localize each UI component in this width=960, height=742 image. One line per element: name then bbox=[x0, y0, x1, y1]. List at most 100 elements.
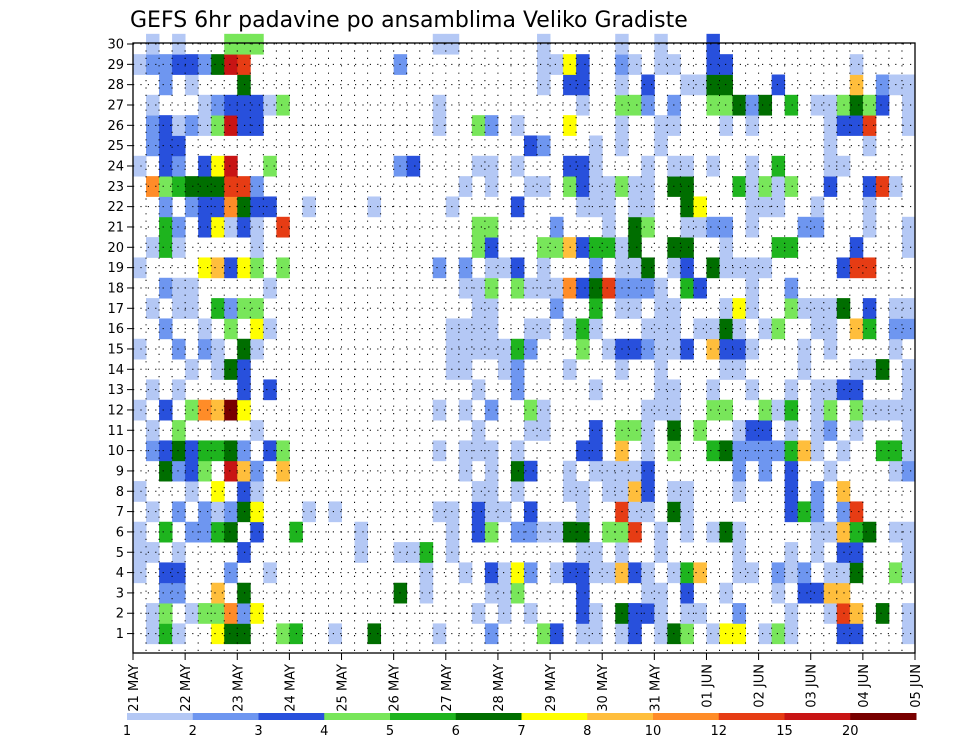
x-tick-label: 03 JUN bbox=[805, 664, 820, 708]
heatmap-cell bbox=[302, 501, 316, 523]
heatmap-cell bbox=[784, 460, 799, 482]
colorbar-segment bbox=[127, 713, 194, 720]
colorbar-label: 1 bbox=[123, 724, 131, 739]
heatmap-cell bbox=[237, 623, 251, 645]
y-tick-label: 14 bbox=[107, 363, 124, 378]
heatmap-cell bbox=[185, 521, 199, 543]
heatmap-cell bbox=[211, 196, 225, 218]
y-tick-label: 3 bbox=[116, 586, 124, 601]
heatmap-cell bbox=[862, 298, 877, 319]
heatmap-cell bbox=[862, 135, 877, 157]
heatmap-cell bbox=[706, 33, 720, 55]
heatmap-cell bbox=[510, 582, 525, 604]
heatmap-cell bbox=[458, 440, 473, 462]
heatmap-cell bbox=[537, 176, 551, 197]
heatmap-cell bbox=[576, 74, 590, 96]
heatmap-cell bbox=[198, 94, 212, 116]
heatmap-cell bbox=[810, 440, 825, 462]
heatmap-cell bbox=[224, 501, 238, 523]
heatmap-cell bbox=[875, 603, 890, 624]
heatmap-cell bbox=[680, 155, 694, 177]
heatmap-cell bbox=[745, 562, 759, 584]
heatmap-cell bbox=[745, 176, 759, 197]
heatmap-cell bbox=[810, 399, 825, 421]
heatmap-cell bbox=[185, 277, 199, 299]
heatmap-cell bbox=[901, 603, 916, 624]
heatmap-cell bbox=[524, 603, 538, 624]
heatmap-cell bbox=[602, 196, 616, 218]
y-tick-label: 11 bbox=[107, 424, 124, 439]
heatmap-cell bbox=[198, 399, 212, 421]
heatmap-cell bbox=[745, 420, 759, 441]
heatmap-cell bbox=[146, 54, 160, 75]
heatmap-cell bbox=[771, 155, 786, 177]
heatmap-cell bbox=[537, 420, 551, 441]
heatmap-cell bbox=[602, 277, 616, 299]
heatmap-cell bbox=[419, 562, 434, 584]
heatmap-cell bbox=[159, 216, 173, 238]
heatmap-cell bbox=[719, 359, 733, 380]
heatmap-cell bbox=[211, 440, 225, 462]
heatmap-cell bbox=[719, 216, 733, 238]
heatmap-cell bbox=[172, 115, 186, 136]
heatmap-cell bbox=[510, 155, 525, 177]
heatmap-cell bbox=[719, 94, 733, 116]
heatmap-cell bbox=[133, 562, 147, 584]
heatmap-cell bbox=[732, 359, 746, 380]
heatmap-cell bbox=[172, 237, 186, 258]
heatmap-cell bbox=[589, 623, 603, 645]
heatmap-cell bbox=[589, 298, 603, 319]
y-tick-label: 28 bbox=[107, 78, 124, 93]
heatmap-cell bbox=[771, 237, 786, 258]
heatmap-cell bbox=[537, 521, 551, 543]
heatmap-cell bbox=[680, 623, 694, 645]
heatmap-cell bbox=[654, 298, 668, 319]
heatmap-cell bbox=[849, 94, 864, 116]
heatmap-cell bbox=[484, 562, 499, 584]
heatmap-cell bbox=[576, 94, 590, 116]
x-tick-label: 23 MAY bbox=[231, 664, 246, 712]
heatmap-cell bbox=[172, 582, 186, 604]
heatmap-cell bbox=[237, 33, 251, 55]
heatmap-cell bbox=[576, 562, 590, 584]
heatmap-cell bbox=[484, 155, 499, 177]
heatmap-cell bbox=[510, 257, 525, 279]
heatmap-cell bbox=[732, 420, 746, 441]
heatmap-cell bbox=[628, 481, 642, 502]
heatmap-cell bbox=[484, 440, 499, 462]
heatmap-cell bbox=[510, 481, 525, 502]
heatmap-cell bbox=[680, 237, 694, 258]
heatmap-cell bbox=[510, 460, 525, 482]
heatmap-cell bbox=[172, 216, 186, 238]
heatmap-cell bbox=[745, 298, 759, 319]
heatmap-cell bbox=[719, 521, 733, 543]
heatmap-cell bbox=[654, 379, 668, 401]
heatmap-cell bbox=[237, 115, 251, 136]
heatmap-cell bbox=[445, 521, 460, 543]
x-tick-label: 26 MAY bbox=[388, 664, 403, 712]
heatmap-cell bbox=[276, 440, 290, 462]
heatmap-cell bbox=[198, 440, 212, 462]
heatmap-cell bbox=[641, 74, 655, 96]
heatmap-cell bbox=[628, 196, 642, 218]
heatmap-cell bbox=[250, 420, 264, 441]
heatmap-cell bbox=[458, 338, 473, 360]
heatmap-cell bbox=[758, 623, 773, 645]
heatmap-cell bbox=[198, 155, 212, 177]
heatmap-cell bbox=[849, 115, 864, 136]
heatmap-cell bbox=[237, 54, 251, 75]
heatmap-cell bbox=[849, 562, 864, 584]
heatmap-cell bbox=[758, 420, 773, 441]
heatmap-cell bbox=[172, 542, 186, 563]
colorbar-label: 5 bbox=[386, 724, 394, 739]
heatmap-cell bbox=[589, 277, 603, 299]
heatmap-cell bbox=[510, 562, 525, 584]
heatmap-cell bbox=[484, 115, 499, 136]
heatmap-cell bbox=[432, 115, 447, 136]
heatmap-cell bbox=[185, 460, 199, 482]
heatmap-cell bbox=[641, 277, 655, 299]
heatmap-cell bbox=[654, 135, 668, 157]
heatmap-cell bbox=[484, 623, 499, 645]
heatmap-cell bbox=[693, 74, 707, 96]
heatmap-cell bbox=[901, 440, 916, 462]
